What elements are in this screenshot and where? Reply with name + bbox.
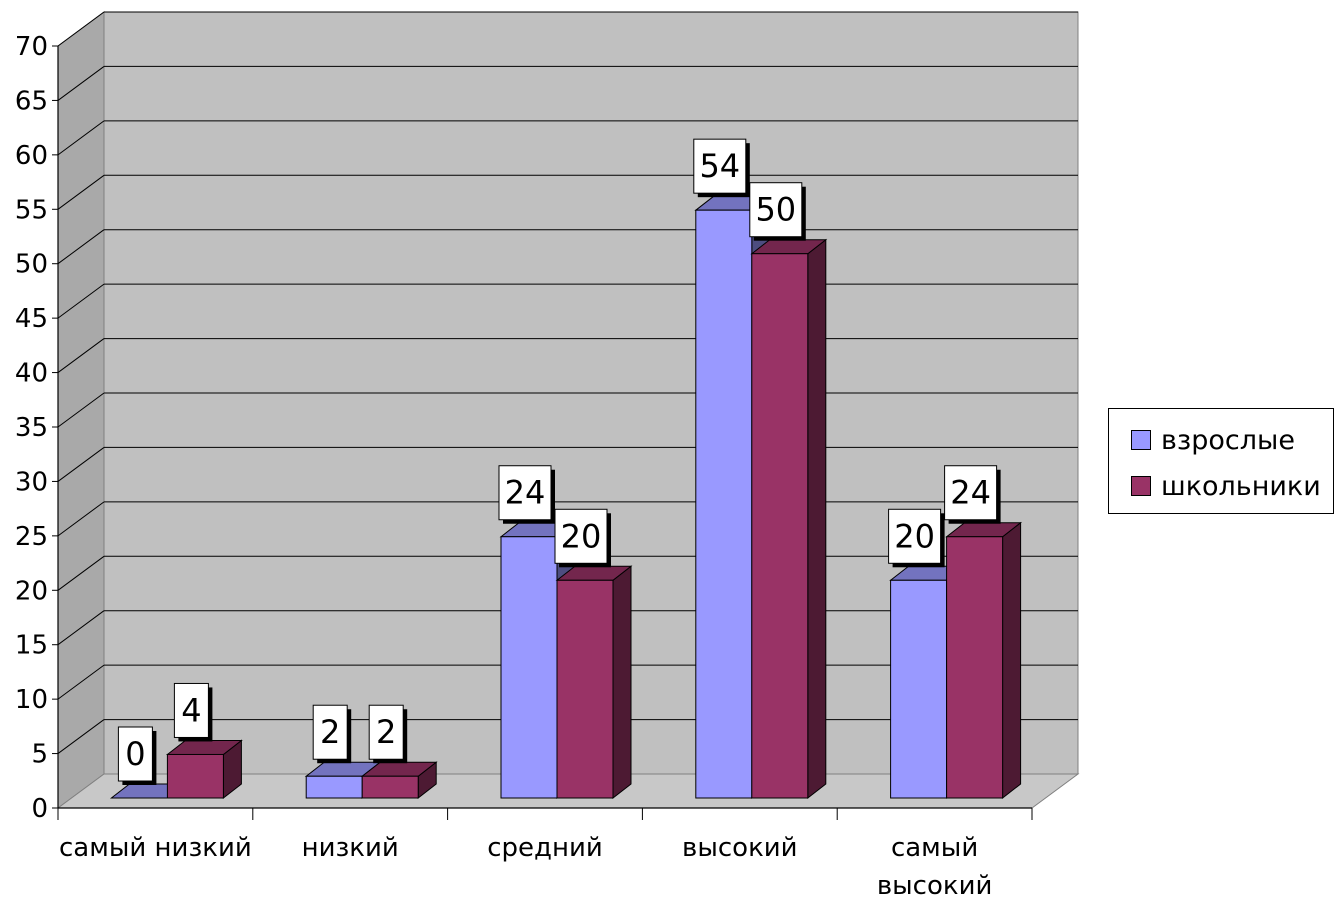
bar-side bbox=[807, 238, 827, 800]
y-tick-label: 5 bbox=[31, 740, 48, 770]
y-tick-label: 20 bbox=[15, 576, 48, 606]
data-label: 0 bbox=[125, 735, 145, 773]
gridline-side bbox=[57, 11, 105, 47]
y-tick-label: 30 bbox=[15, 467, 48, 497]
gridline-side bbox=[57, 283, 105, 319]
y-tick-label: 25 bbox=[15, 522, 48, 552]
y-tick-label: 45 bbox=[15, 304, 48, 334]
bar bbox=[946, 536, 1004, 799]
y-tick-label: 50 bbox=[15, 250, 48, 280]
category-label: низкий bbox=[302, 833, 399, 863]
bar bbox=[556, 579, 614, 799]
gridline-side bbox=[57, 229, 105, 265]
data-label: 2 bbox=[320, 713, 340, 751]
legend-item-pupils: школьники bbox=[1131, 470, 1321, 502]
gridline-side bbox=[57, 447, 105, 482]
y-tick-label: 35 bbox=[15, 413, 48, 443]
gridline-side bbox=[57, 66, 105, 101]
data-label: 24 bbox=[950, 474, 991, 512]
data-label-box bbox=[749, 182, 803, 238]
y-tick-label: 15 bbox=[15, 631, 48, 661]
legend-item-adults: взрослые bbox=[1131, 424, 1295, 456]
data-label: 2 bbox=[376, 713, 396, 751]
gridline-side bbox=[57, 120, 105, 156]
data-label-box bbox=[944, 465, 998, 521]
bar bbox=[361, 775, 419, 799]
category-label: самый низкий bbox=[59, 833, 252, 863]
gridline-side bbox=[57, 501, 105, 537]
y-tick-label: 70 bbox=[15, 32, 48, 62]
gridline-side bbox=[57, 719, 105, 754]
data-label: 20 bbox=[894, 517, 935, 555]
bar bbox=[695, 209, 753, 799]
y-tick-label: 65 bbox=[15, 86, 48, 116]
bar bbox=[500, 536, 558, 799]
data-label-box bbox=[173, 682, 209, 738]
bar-side bbox=[612, 565, 632, 800]
data-label: 24 bbox=[505, 474, 546, 512]
data-label: 4 bbox=[181, 691, 201, 729]
gridline-side bbox=[57, 555, 105, 591]
bar bbox=[751, 253, 809, 799]
data-label-box bbox=[117, 726, 153, 782]
category-label: самый bbox=[891, 833, 978, 863]
y-tick-label: 60 bbox=[15, 141, 48, 171]
legend-label-pupils: школьники bbox=[1161, 470, 1321, 502]
legend-label-adults: взрослые bbox=[1161, 424, 1295, 456]
legend: взрослые школьники bbox=[1108, 408, 1334, 514]
legend-swatch-adults bbox=[1131, 430, 1151, 450]
bar-side bbox=[1002, 521, 1022, 800]
y-tick-label: 0 bbox=[31, 794, 48, 824]
legend-swatch-pupils bbox=[1131, 476, 1151, 496]
gridline-side bbox=[57, 610, 105, 646]
data-label-box bbox=[498, 465, 552, 521]
y-tick-label: 40 bbox=[15, 359, 48, 389]
gridline-side bbox=[57, 664, 105, 700]
data-label: 20 bbox=[561, 517, 602, 555]
data-label: 54 bbox=[699, 147, 740, 185]
category-label: высокий bbox=[682, 833, 798, 863]
data-label: 50 bbox=[755, 191, 796, 229]
gridline-side bbox=[57, 174, 105, 210]
data-label-box bbox=[554, 508, 608, 564]
y-tick-label: 55 bbox=[15, 195, 48, 225]
gridline-side bbox=[57, 338, 105, 373]
data-label-box bbox=[312, 704, 348, 760]
data-label-box bbox=[888, 508, 942, 564]
category-label: средний bbox=[487, 833, 603, 863]
y-tick-label: 10 bbox=[15, 685, 48, 715]
category-label: высокий bbox=[877, 871, 993, 898]
data-label-box bbox=[368, 704, 404, 760]
bar bbox=[166, 753, 224, 799]
bar bbox=[890, 579, 948, 799]
data-label-box bbox=[693, 138, 747, 194]
bar bbox=[305, 775, 363, 799]
gridline-side bbox=[57, 392, 105, 428]
